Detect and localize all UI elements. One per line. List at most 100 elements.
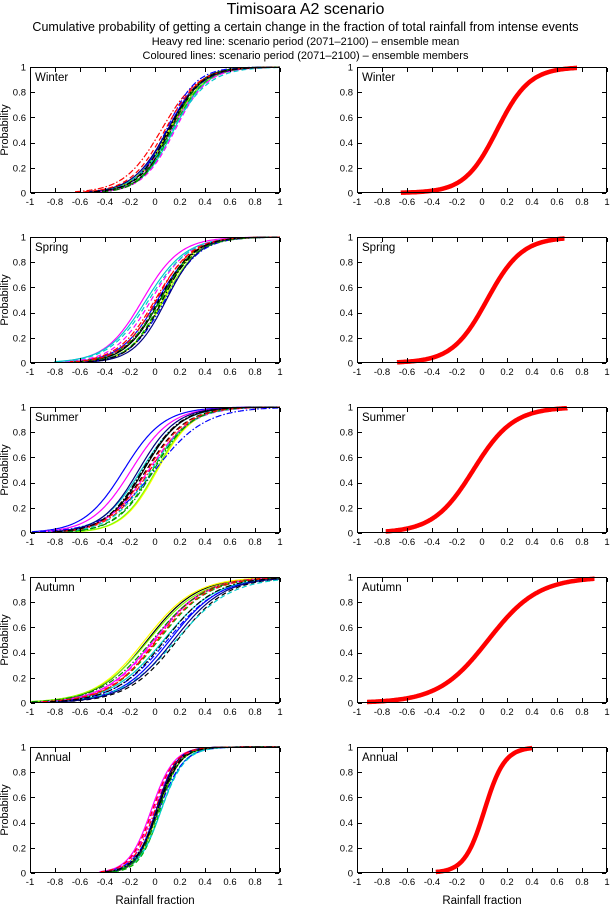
plot-autumn-members: -1 -0.8 -0.6 -0.4 -0.2 0 0.2 0.4 0.6 0.8 1 0 0.2 0.4 0… (0, 573, 283, 719)
figure-subtitle: Cumulative probability of getting a cert… (32, 20, 579, 34)
member-curve (55, 406, 281, 533)
y-tick-label: 1 (21, 743, 26, 754)
member-curve (99, 66, 280, 193)
x-tick-label: 0 (152, 367, 157, 378)
member-curve (56, 406, 280, 533)
x-tick-label: -0.2 (449, 877, 465, 888)
x-tick-label: 0 (479, 367, 484, 378)
member-curve (50, 577, 280, 703)
member-curve (43, 577, 281, 703)
ensemble-mean-curve (399, 65, 580, 195)
x-tick-label: 0.8 (575, 367, 588, 378)
y-tick-label: 0.8 (13, 598, 26, 609)
x-tick-label: 0.2 (500, 537, 513, 548)
x-axis-label: Rainfall fraction (442, 895, 521, 907)
x-tick-label: 0 (152, 877, 157, 888)
member-curve (49, 579, 281, 703)
x-tick-label: -0.8 (47, 197, 63, 208)
y-tick-label: 0.6 (340, 453, 353, 464)
x-tick-label: -1 (26, 367, 34, 378)
x-tick-label: -0.2 (449, 197, 465, 208)
y-tick-label: 1 (21, 573, 26, 584)
member-curve (87, 236, 281, 363)
x-tick-label: -0.4 (97, 877, 113, 888)
plot-summer-members: -1 -0.8 -0.6 -0.4 -0.2 0 0.2 0.4 0.6 0.8 1 0 0.2 0.4 0… (0, 403, 283, 549)
member-curve (43, 577, 280, 703)
member-curve (75, 66, 280, 193)
y-tick-label: 1 (21, 233, 26, 244)
y-tick-label: 0.4 (340, 648, 353, 659)
member-curve (108, 746, 281, 873)
member-curve (97, 66, 280, 193)
y-tick-label: 0.4 (340, 478, 353, 489)
y-tick-label: 0 (21, 359, 26, 370)
member-curve (56, 236, 281, 363)
y-tick-label: 0 (348, 699, 353, 710)
x-tick-label: 0.6 (550, 707, 563, 718)
plot-spring-members: -1 -0.8 -0.6 -0.4 -0.2 0 0.2 0.4 0.6 0.8 1 0 0.2 0.4 0… (0, 233, 283, 379)
x-tick-label: 0 (152, 537, 157, 548)
y-tick-label: 0.2 (340, 843, 353, 854)
y-tick-label: 1 (348, 573, 353, 584)
axes-box (357, 237, 607, 363)
y-tick-label: 0.2 (13, 503, 26, 514)
member-curve (101, 746, 280, 873)
x-tick-label: -1 (26, 537, 34, 548)
y-tick-label: 0.8 (340, 88, 353, 99)
y-tick-label: 0.6 (340, 623, 353, 634)
x-tick-label: 1 (277, 367, 282, 378)
member-curve (92, 66, 281, 193)
x-tick-label: 0.6 (223, 197, 236, 208)
x-tick-label: -0.4 (97, 197, 113, 208)
axes-box (30, 407, 280, 533)
x-tick-label: -0.4 (424, 537, 440, 548)
x-tick-label: -0.8 (47, 537, 63, 548)
y-tick-label: 0 (348, 869, 353, 880)
member-curve (100, 66, 280, 193)
member-curve (54, 406, 280, 533)
y-axis-label: Probability (0, 784, 11, 836)
y-tick-label: 0 (21, 869, 26, 880)
x-tick-label: -0.6 (399, 537, 415, 548)
y-tick-label: 0.4 (13, 648, 26, 659)
ensemble-mean-curve (365, 576, 597, 705)
season-label: Annual (35, 752, 71, 764)
x-tick-label: -0.8 (47, 877, 63, 888)
x-tick-label: 0.8 (575, 197, 588, 208)
x-tick-label: -0.4 (424, 197, 440, 208)
member-curve (67, 406, 281, 533)
member-curve (90, 66, 281, 193)
x-tick-label: -0.8 (47, 707, 63, 718)
x-tick-label: -1 (26, 707, 34, 718)
x-tick-label: 0 (152, 707, 157, 718)
x-tick-label: 0.8 (248, 537, 261, 548)
y-tick-label: 0.6 (13, 113, 26, 124)
y-tick-label: 0 (21, 529, 26, 540)
member-curve (103, 746, 280, 873)
figure-title: Timisoara A2 scenario (226, 1, 385, 18)
x-tick-label: 0.4 (198, 537, 211, 548)
y-tick-label: 0 (348, 529, 353, 540)
x-tick-label: 1 (604, 537, 609, 548)
y-tick-label: 0.4 (13, 818, 26, 829)
x-tick-label: -1 (353, 707, 361, 718)
axes-box (30, 67, 280, 193)
x-tick-label: 1 (604, 707, 609, 718)
y-tick-label: 0.2 (13, 163, 26, 174)
member-curve (94, 66, 280, 193)
x-tick-label: 0.6 (223, 877, 236, 888)
x-tick-label: 0.6 (550, 197, 563, 208)
x-axis-label: Rainfall fraction (115, 895, 194, 907)
y-tick-label: 0.4 (13, 308, 26, 319)
x-tick-label: 0.4 (525, 707, 538, 718)
x-tick-label: 1 (277, 197, 282, 208)
axes-box (30, 237, 280, 363)
x-tick-label: 0 (479, 537, 484, 548)
season-label: Winter (35, 72, 68, 84)
y-tick-label: 0.6 (13, 453, 26, 464)
x-tick-label: 0 (479, 707, 484, 718)
y-tick-label: 0.8 (340, 598, 353, 609)
member-curve (87, 66, 280, 193)
x-tick-label: -0.6 (72, 537, 88, 548)
y-tick-label: 0.4 (13, 138, 26, 149)
